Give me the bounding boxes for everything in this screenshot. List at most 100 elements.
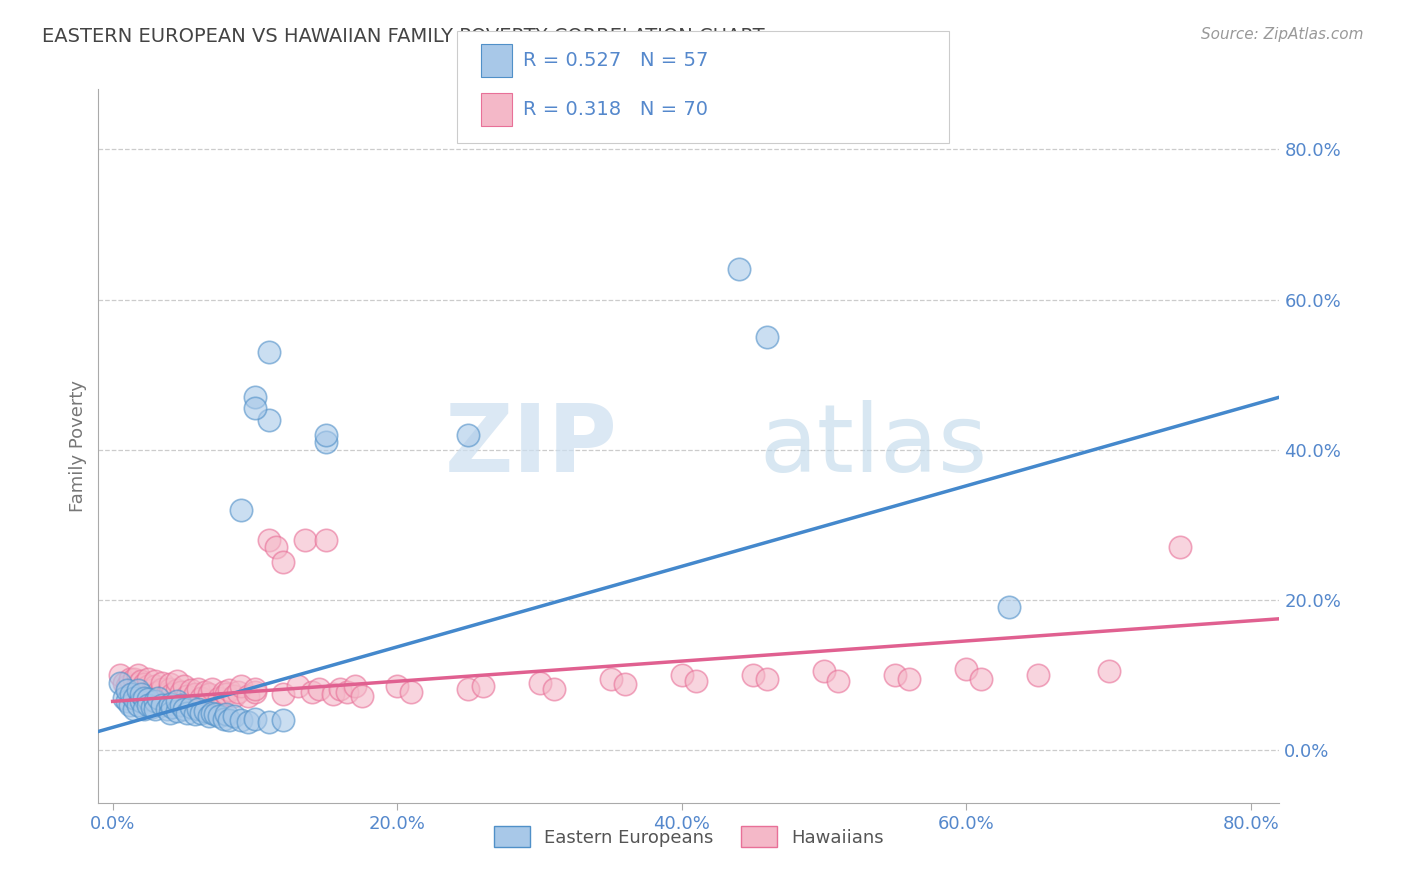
Point — [599, 672, 621, 686]
Point — [257, 714, 280, 729]
Point — [401, 684, 423, 698]
Point — [201, 681, 224, 696]
Point — [184, 707, 207, 722]
Point — [108, 668, 131, 682]
Point — [173, 702, 195, 716]
Point — [129, 674, 152, 689]
Point — [273, 687, 295, 701]
Point — [112, 675, 135, 690]
Point — [685, 674, 707, 689]
Point — [742, 668, 765, 682]
Point — [159, 697, 181, 711]
Point — [122, 683, 145, 698]
Point — [294, 533, 316, 547]
Point — [162, 699, 184, 714]
Point — [132, 677, 155, 691]
Point — [329, 681, 352, 696]
Point — [166, 674, 188, 689]
Point — [884, 668, 907, 682]
Point — [141, 699, 163, 714]
Point — [141, 683, 163, 698]
Point — [176, 689, 198, 703]
Point — [132, 690, 155, 705]
Point — [112, 690, 135, 705]
Point — [190, 706, 212, 720]
Point — [136, 679, 159, 693]
Point — [204, 707, 226, 722]
Point — [315, 435, 337, 450]
Point — [127, 698, 149, 713]
Point — [215, 707, 238, 722]
Point — [236, 689, 259, 703]
Point — [148, 684, 170, 698]
Point — [215, 687, 238, 701]
Point — [229, 679, 252, 693]
Point — [127, 677, 149, 691]
Point — [115, 679, 138, 693]
Point — [756, 672, 779, 686]
Point — [266, 541, 288, 555]
Point — [273, 556, 295, 570]
Point — [194, 684, 217, 698]
Point — [118, 698, 141, 713]
Point — [132, 702, 155, 716]
Point — [529, 675, 551, 690]
Point — [813, 665, 835, 679]
Point — [212, 684, 235, 698]
Point — [243, 684, 266, 698]
Point — [127, 683, 149, 698]
Text: Source: ZipAtlas.com: Source: ZipAtlas.com — [1201, 27, 1364, 42]
Point — [152, 698, 174, 713]
Point — [136, 672, 159, 686]
Point — [387, 679, 409, 693]
Point — [218, 683, 240, 698]
Point — [166, 694, 188, 708]
Point — [308, 681, 330, 696]
Legend: Eastern Europeans, Hawaiians: Eastern Europeans, Hawaiians — [486, 819, 891, 855]
Point — [273, 713, 295, 727]
Point — [156, 687, 179, 701]
Point — [243, 390, 266, 404]
Point — [243, 681, 266, 696]
Point — [343, 679, 366, 693]
Point — [115, 694, 138, 708]
Point — [1026, 668, 1049, 682]
Point — [152, 681, 174, 696]
Point — [170, 698, 193, 713]
Point — [166, 683, 188, 698]
Point — [756, 330, 779, 344]
Point — [257, 533, 280, 547]
Point — [159, 677, 181, 691]
Point — [222, 709, 245, 723]
Point — [315, 533, 337, 547]
Point — [166, 704, 188, 718]
Point — [129, 681, 152, 696]
Point — [322, 687, 344, 701]
Point — [148, 690, 170, 705]
Point — [243, 401, 266, 416]
Point — [198, 709, 221, 723]
Point — [122, 690, 145, 705]
Point — [136, 692, 159, 706]
Point — [180, 699, 202, 714]
Point — [212, 712, 235, 726]
Point — [1098, 665, 1121, 679]
Point — [457, 681, 479, 696]
Point — [243, 712, 266, 726]
Point — [301, 684, 323, 698]
Point — [218, 713, 240, 727]
Point — [201, 706, 224, 720]
Point — [118, 672, 141, 686]
Point — [287, 679, 309, 693]
Text: EASTERN EUROPEAN VS HAWAIIAN FAMILY POVERTY CORRELATION CHART: EASTERN EUROPEAN VS HAWAIIAN FAMILY POVE… — [42, 27, 765, 45]
Point — [162, 687, 184, 701]
Point — [129, 687, 152, 701]
Point — [671, 668, 693, 682]
Point — [222, 689, 245, 703]
Point — [457, 427, 479, 442]
Point — [898, 672, 921, 686]
Text: R = 0.527   N = 57: R = 0.527 N = 57 — [523, 51, 709, 70]
Point — [159, 681, 181, 696]
Point — [336, 684, 359, 698]
Text: atlas: atlas — [759, 400, 988, 492]
